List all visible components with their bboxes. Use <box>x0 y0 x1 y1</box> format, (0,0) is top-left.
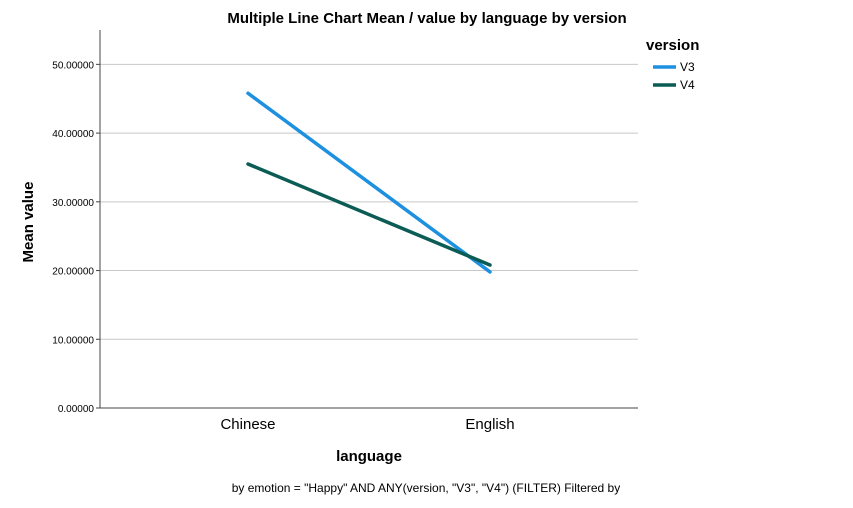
series-lines <box>246 91 492 274</box>
x-axis-ticks: Chinese English <box>220 416 514 433</box>
y-tick-label: 40.00000 <box>52 129 94 140</box>
y-tick-label: 30.00000 <box>52 198 94 209</box>
chart-footnote: by emotion = "Happy" AND ANY(version, "V… <box>232 481 620 495</box>
series-line-v4 <box>246 162 492 267</box>
gridlines <box>100 63 638 340</box>
y-axis-label: Mean value <box>20 182 37 263</box>
legend-item-label: V3 <box>680 60 695 74</box>
y-tick-label: 0.00000 <box>58 404 95 415</box>
y-tick-label: 10.00000 <box>52 335 94 346</box>
x-tick-label: English <box>465 416 514 433</box>
y-tick-label: 20.00000 <box>52 267 94 278</box>
y-tick-label: 50.00000 <box>52 60 94 71</box>
x-axis-label: language <box>336 448 402 465</box>
legend-item-label: V4 <box>680 78 695 92</box>
legend: version V3 V4 <box>646 37 699 92</box>
legend-title: version <box>646 37 699 54</box>
series-line-v3 <box>246 91 492 274</box>
chart-title: Multiple Line Chart Mean / value by lang… <box>227 10 626 27</box>
x-tick-label: Chinese <box>220 416 275 433</box>
y-axis-ticks: 0.00000 10.00000 20.00000 30.00000 40.00000 5… <box>52 60 100 415</box>
